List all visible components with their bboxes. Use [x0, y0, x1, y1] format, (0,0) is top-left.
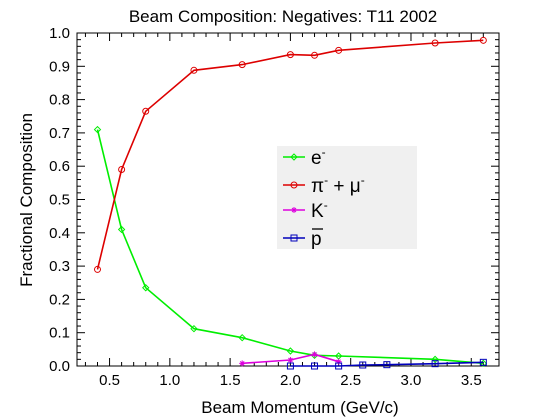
- legend-entry: p: [283, 228, 323, 250]
- data-point: [335, 362, 343, 370]
- series-line: [290, 361, 484, 367]
- data-point: [290, 153, 298, 161]
- data-point: [117, 225, 126, 234]
- data-point: [93, 265, 101, 273]
- x-tick-label: 1.0: [159, 372, 180, 389]
- data-point: [431, 360, 439, 368]
- data-point: [190, 324, 198, 333]
- series-2: [239, 351, 342, 367]
- y-tick-label: 0.0: [49, 358, 70, 375]
- data-point: [142, 284, 150, 292]
- data-point: [93, 125, 102, 134]
- data-point: [311, 351, 318, 358]
- legend-box: [277, 146, 417, 249]
- x-tick-label: 2.5: [340, 372, 361, 389]
- y-tick-label: 0.8: [49, 92, 70, 109]
- data-point: [286, 362, 294, 370]
- legend-entry: e-: [283, 145, 326, 169]
- x-tick-label: 3.5: [461, 372, 482, 389]
- data-point: [311, 51, 319, 59]
- axes: 0.5 1.0 1.5 2.0 2.5 3.0 3.5 0.0 0.1 0.2 0.3 0.4 0.5 0…: [49, 25, 499, 389]
- data-point: [335, 358, 342, 365]
- data-point: [290, 181, 298, 189]
- x-tick-label: 1.5: [220, 372, 241, 389]
- data-point: [286, 347, 295, 355]
- data-point: [142, 107, 150, 115]
- data-point: [311, 362, 319, 370]
- chart-title: Beam Composition: Negatives: T11 2002: [129, 7, 437, 26]
- y-tick-label: 0.7: [49, 125, 70, 142]
- series-layer: [93, 36, 488, 370]
- legend-label: p: [311, 229, 322, 250]
- series-line: [96, 39, 484, 270]
- legend-label: π- + μ-: [311, 173, 365, 197]
- data-point: [190, 66, 198, 74]
- data-point: [118, 166, 126, 174]
- x-axis-label: Beam Momentum (GeV/c): [201, 398, 398, 417]
- x-tick-label: 3.0: [401, 372, 422, 389]
- data-point: [239, 360, 246, 367]
- data-point: [238, 333, 246, 342]
- data-point: [479, 358, 487, 366]
- series-3: [286, 358, 487, 370]
- data-point: [431, 39, 439, 47]
- y-tick-label: 1.0: [49, 25, 70, 42]
- y-tick-label: 0.3: [49, 258, 70, 275]
- legend-entry: K-: [283, 198, 328, 222]
- x-tick-label: 2.0: [280, 372, 301, 389]
- data-point: [479, 36, 487, 44]
- data-point: [290, 234, 298, 242]
- legend-label: e-: [311, 145, 326, 169]
- series-line: [96, 129, 484, 365]
- series-0: [93, 125, 488, 368]
- data-point: [431, 355, 439, 364]
- legend-label: K-: [311, 198, 328, 222]
- x-tick-label: 0.5: [99, 372, 120, 389]
- series-1: [93, 36, 487, 273]
- y-tick-label: 0.9: [49, 58, 70, 75]
- series-line: [242, 353, 339, 365]
- y-tick-label: 0.6: [49, 158, 70, 175]
- data-point: [383, 361, 391, 369]
- y-tick-label: 0.2: [49, 291, 70, 308]
- y-tick-label: 0.1: [49, 325, 70, 342]
- y-tick-label: 0.4: [49, 225, 70, 242]
- data-point: [238, 61, 246, 69]
- y-axis-label: Fractional Composition: [17, 113, 36, 287]
- legend-entry: π- + μ-: [283, 173, 365, 197]
- data-point: [286, 51, 294, 59]
- legend: e-π- + μ-K-p: [277, 145, 417, 250]
- data-point: [291, 207, 297, 213]
- data-point: [359, 361, 367, 369]
- data-point: [287, 357, 294, 364]
- data-point: [335, 46, 343, 54]
- y-tick-label: 0.5: [49, 192, 70, 209]
